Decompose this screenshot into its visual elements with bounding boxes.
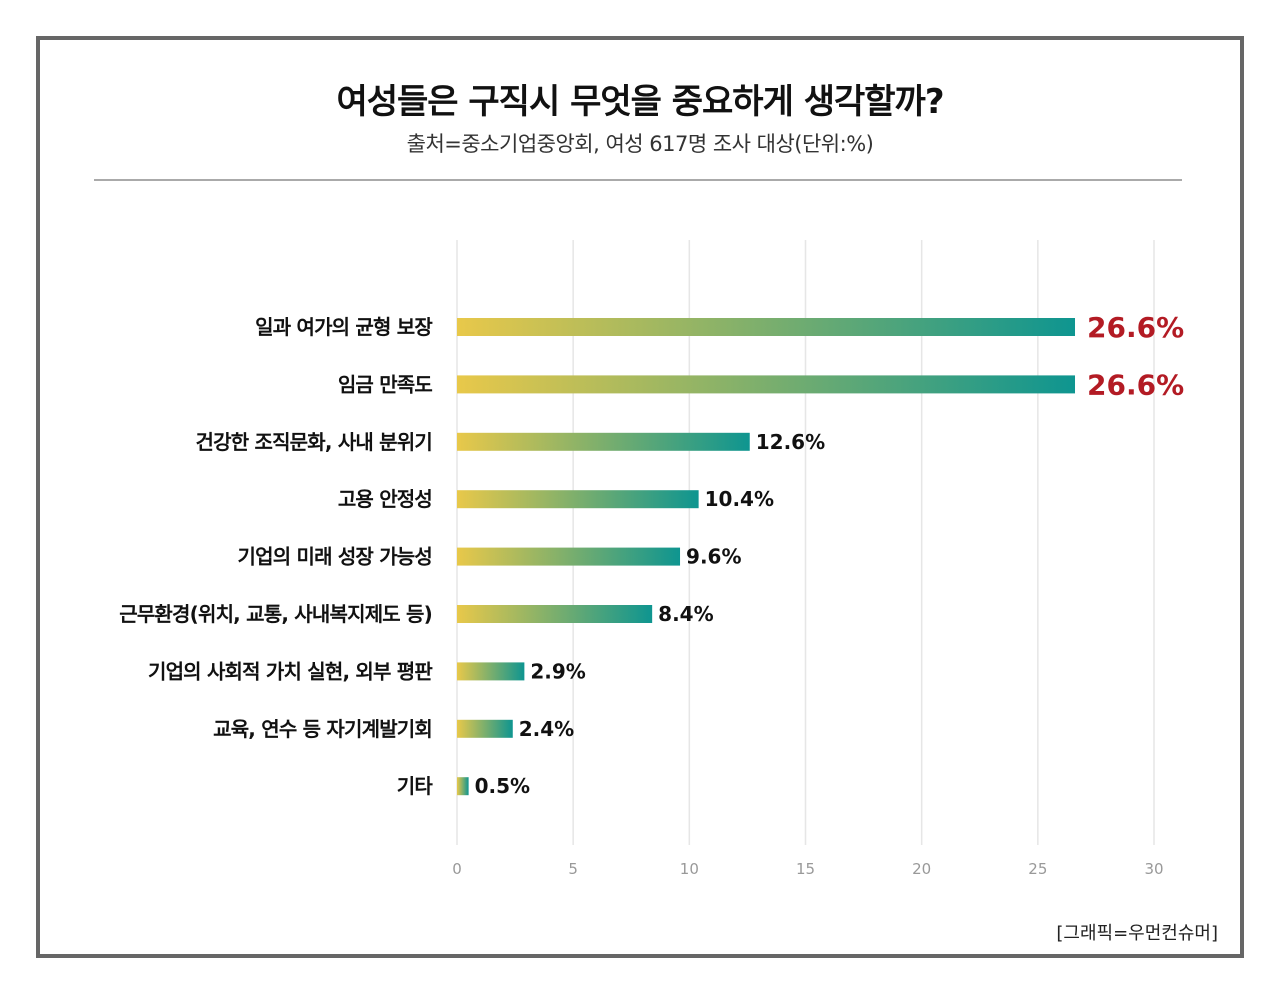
x-tick-label: 20 (912, 860, 931, 878)
bar (457, 605, 653, 623)
x-tick-label: 0 (452, 860, 462, 878)
category-label: 고용 안정성 (338, 487, 432, 511)
category-label: 임금 만족도 (338, 372, 433, 396)
x-tick-label: 10 (680, 860, 699, 878)
x-tick-label: 5 (568, 860, 578, 878)
bar (457, 490, 699, 509)
bar (457, 432, 750, 451)
value-label: 9.6% (686, 545, 741, 569)
category-label: 기업의 사회적 가치 실현, 외부 평판 (148, 659, 433, 683)
bar (457, 777, 469, 796)
value-label: 10.4% (705, 487, 774, 511)
category-label: 건강한 조직문화, 사내 분위기 (196, 430, 433, 454)
title-divider (94, 179, 1182, 181)
x-tick-label: 25 (1028, 860, 1047, 878)
value-label-highlight: 26.6% (1087, 311, 1184, 344)
category-label: 근무환경(위치, 교통, 사내복지제도 등) (119, 602, 432, 626)
graphic-credit: [그래픽=우먼컨슈머] (1056, 923, 1218, 944)
bar (457, 318, 1076, 336)
bar (457, 547, 681, 566)
category-label: 기타 (397, 774, 434, 798)
value-label-highlight: 26.6% (1087, 368, 1184, 401)
category-label: 교육, 연수 등 자기계발기회 (213, 717, 432, 741)
value-label: 2.9% (530, 659, 585, 683)
x-tick-label: 30 (1144, 860, 1163, 878)
x-tick-label: 15 (796, 860, 815, 878)
value-label: 0.5% (475, 774, 530, 798)
bar (457, 375, 1076, 394)
bar (457, 662, 525, 681)
chart-subtitle: 출처=중소기업중앙회, 여성 617명 조사 대상(단위:%) (406, 132, 874, 156)
chart-title: 여성들은 구직시 무엇을 중요하게 생각할까? (336, 82, 944, 122)
category-label: 일과 여가의 균형 보장 (255, 315, 433, 339)
bar (457, 719, 513, 738)
category-label: 기업의 미래 성장 가능성 (238, 545, 433, 569)
value-label: 2.4% (519, 717, 574, 741)
value-label: 12.6% (756, 430, 825, 454)
value-label: 8.4% (658, 602, 713, 626)
